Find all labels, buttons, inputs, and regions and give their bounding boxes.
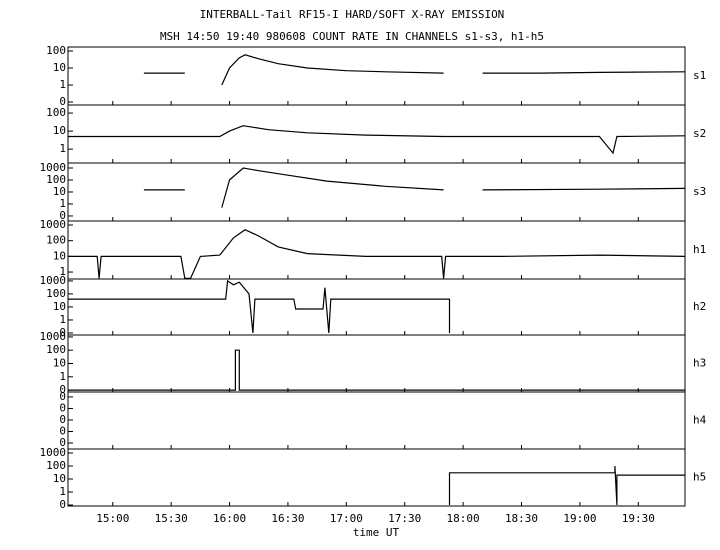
y-tick-label: 10 xyxy=(53,185,66,198)
panel-label: s2 xyxy=(693,127,706,140)
y-tick-label: 0 xyxy=(59,95,66,108)
panel-label: s1 xyxy=(693,69,706,82)
y-tick-label: 1 xyxy=(59,265,66,278)
panel-label: h2 xyxy=(693,300,706,313)
y-tick-label: 0 xyxy=(59,424,66,437)
y-tick-label: 100 xyxy=(46,459,66,472)
y-tick-label: 100 xyxy=(46,287,66,300)
panel-label: h1 xyxy=(693,243,706,256)
y-tick-label: 10 xyxy=(53,249,66,262)
y-tick-label: 1000 xyxy=(40,446,67,459)
x-tick-label: 15:30 xyxy=(155,512,188,525)
y-tick-label: 0 xyxy=(59,209,66,222)
x-tick-label: 18:00 xyxy=(447,512,480,525)
chart-subtitle: MSH 14:50 19:40 980608 COUNT RATE IN CHA… xyxy=(160,30,544,43)
y-tick-label: 10 xyxy=(53,300,66,313)
x-tick-label: 19:00 xyxy=(563,512,596,525)
data-line xyxy=(143,167,686,208)
y-tick-label: 100 xyxy=(46,234,66,247)
panel-label: h4 xyxy=(693,414,707,427)
panel-label: h3 xyxy=(693,357,706,370)
y-tick-label: 1 xyxy=(59,197,66,210)
y-tick-label: 1000 xyxy=(40,330,67,343)
y-tick-label: 1 xyxy=(59,370,66,383)
x-tick-label: 18:30 xyxy=(505,512,538,525)
y-tick-label: 1000 xyxy=(40,161,67,174)
y-tick-label: 0 xyxy=(59,401,66,414)
data-line xyxy=(448,465,685,506)
y-tick-label: 0 xyxy=(59,383,66,396)
y-tick-label: 10 xyxy=(53,472,66,485)
panel-label: s3 xyxy=(693,185,706,198)
y-tick-label: 0 xyxy=(59,413,66,426)
y-tick-label: 1000 xyxy=(40,218,67,231)
data-line xyxy=(143,54,686,86)
y-tick-label: 100 xyxy=(46,173,66,186)
y-tick-label: 100 xyxy=(46,343,66,356)
x-tick-label: 17:30 xyxy=(388,512,421,525)
y-tick-label: 1 xyxy=(59,78,66,91)
x-tick-label: 17:00 xyxy=(330,512,363,525)
y-tick-label: 0 xyxy=(59,498,66,511)
y-tick-label: 0 xyxy=(59,326,66,339)
y-tick-label: 100 xyxy=(46,44,66,57)
y-tick-label: 10 xyxy=(53,124,66,137)
x-tick-label: 16:30 xyxy=(271,512,304,525)
data-line xyxy=(68,349,685,391)
data-line xyxy=(68,125,686,155)
x-tick-label: 19:30 xyxy=(622,512,655,525)
x-tick-label: 15:00 xyxy=(96,512,129,525)
y-tick-label: 0 xyxy=(59,436,66,449)
y-tick-label: 0 xyxy=(59,390,66,403)
y-tick-label: 10 xyxy=(53,61,66,74)
x-axis-label: time UT xyxy=(353,526,400,539)
y-tick-label: 1000 xyxy=(40,274,67,287)
y-tick-label: 1 xyxy=(59,142,66,155)
panel-frame xyxy=(67,448,686,507)
chart-title: INTERBALL-Tail RF15-I HARD/SOFT X-RAY EM… xyxy=(200,8,505,21)
x-tick-label: 16:00 xyxy=(213,512,246,525)
y-tick-label: 100 xyxy=(46,106,66,119)
data-line xyxy=(68,229,686,279)
y-tick-label: 1 xyxy=(59,313,66,326)
y-tick-label: 1 xyxy=(59,485,66,498)
data-line xyxy=(68,279,451,334)
panel-label: h5 xyxy=(693,471,706,484)
y-tick-label: 10 xyxy=(53,357,66,370)
